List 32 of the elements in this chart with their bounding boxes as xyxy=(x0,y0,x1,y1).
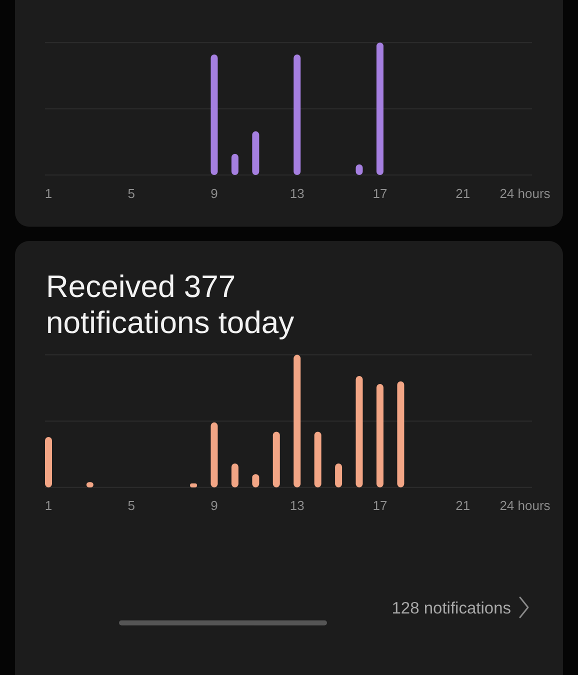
x-tick-label: 5 xyxy=(128,498,135,513)
bar xyxy=(190,483,198,488)
x-tick-label: 24 hours xyxy=(500,186,551,201)
bar xyxy=(335,464,342,488)
x-tick-label: 13 xyxy=(290,498,304,513)
bar xyxy=(356,376,363,488)
bar xyxy=(210,54,218,175)
bar xyxy=(397,381,404,488)
text: 128 notifications xyxy=(392,599,511,618)
x-tick-label: 1 xyxy=(44,498,52,513)
bar xyxy=(376,384,384,488)
bar xyxy=(314,432,322,488)
bar xyxy=(272,432,280,488)
x-tick-label: 17 xyxy=(372,186,388,201)
x-tick-label: 21 xyxy=(456,498,470,513)
chart-title: Received 377 notifications today xyxy=(46,269,295,340)
bar xyxy=(252,131,260,175)
bar xyxy=(294,54,301,175)
bar xyxy=(231,464,238,488)
x-tick-label: 24 hours xyxy=(500,498,551,513)
x-tick-label: 9 xyxy=(210,498,218,513)
x-tick-label: 9 xyxy=(210,186,218,201)
x-tick-label: 21 xyxy=(456,186,470,201)
x-tick-label: 5 xyxy=(128,186,135,201)
x-tick-label: 13 xyxy=(290,186,304,201)
x-tick-label: 17 xyxy=(372,498,388,513)
bar xyxy=(376,42,384,175)
bar xyxy=(231,154,238,175)
x-tick-label: 1 xyxy=(44,186,52,201)
bar xyxy=(294,354,301,488)
bar xyxy=(45,437,52,488)
bar xyxy=(210,422,218,488)
